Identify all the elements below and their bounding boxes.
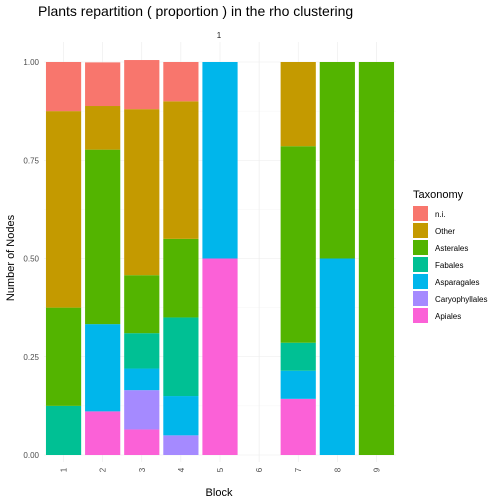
bar-segment	[163, 101, 199, 239]
legend-swatch	[413, 206, 428, 221]
bar-segment	[85, 62, 121, 107]
bar-segment	[358, 62, 395, 455]
bar-segment	[163, 317, 199, 397]
legend-swatch	[413, 308, 428, 323]
bar-segment	[45, 405, 82, 455]
x-tick-label: 3	[138, 467, 147, 472]
legend-label: Caryophyllales	[435, 295, 487, 304]
y-axis-ticks: 0.00 0.25 0.50 0.75 1.00	[23, 58, 39, 460]
legend-label: Apiales	[435, 312, 461, 321]
bar-segment	[163, 396, 199, 436]
x-tick-label: 8	[333, 467, 342, 472]
y-tick-label: 0.25	[23, 353, 39, 362]
legend-label: Asterales	[435, 244, 468, 253]
chart-title: Plants repartition ( proportion ) in the…	[38, 3, 353, 19]
bar-segment	[280, 146, 316, 343]
legend-label: Asparagales	[435, 278, 479, 287]
x-axis-title: Block	[206, 487, 233, 499]
bar-segment	[85, 149, 121, 325]
bar-segment	[124, 368, 160, 391]
bar-segment	[319, 62, 355, 259]
legend-swatch	[413, 274, 428, 289]
y-tick-label: 0.50	[23, 255, 39, 264]
legend-swatch	[413, 291, 428, 306]
legend-label: n.i.	[435, 210, 446, 219]
bar-segment	[124, 275, 160, 334]
bar-segment	[163, 238, 199, 318]
bar-segment	[280, 398, 316, 455]
bar-segment	[124, 60, 160, 110]
legend: Taxonomy n.i. Other Asterales Fabales Aspara…	[413, 189, 487, 323]
legend-label: Other	[435, 227, 455, 236]
bar-segment	[45, 307, 82, 406]
bar-segment	[124, 333, 160, 369]
legend-label: Fabales	[435, 261, 463, 270]
bar-segment	[124, 390, 160, 430]
bar-segment	[280, 342, 316, 371]
legend-swatch	[413, 223, 428, 238]
y-tick-label: 1.00	[23, 58, 39, 67]
legend-title: Taxonomy	[413, 189, 464, 201]
legend-swatch	[413, 257, 428, 272]
bar-segment	[124, 109, 160, 276]
bars	[45, 60, 395, 455]
x-tick-label: 7	[294, 467, 303, 472]
bar-segment	[163, 62, 199, 102]
x-tick-label: 5	[216, 467, 225, 472]
legend-swatch	[413, 240, 428, 255]
bar-segment	[319, 258, 355, 455]
bar-segment	[85, 324, 121, 412]
bar-segment	[280, 62, 316, 147]
bar-segment	[124, 429, 160, 455]
x-tick-label: 2	[99, 467, 108, 472]
bar-segment	[45, 62, 82, 112]
y-axis-title: Number of Nodes	[5, 214, 17, 301]
bar-segment	[163, 435, 199, 455]
bar-segment	[202, 258, 238, 455]
bar-segment	[202, 62, 238, 259]
bar-segment	[280, 370, 316, 399]
x-tick-label: 1	[60, 467, 69, 472]
x-tick-label: 4	[177, 467, 186, 472]
bar-segment	[85, 106, 121, 150]
x-tick-label: 6	[255, 467, 264, 472]
y-tick-label: 0.75	[23, 156, 39, 165]
facet-label: 1	[217, 31, 222, 40]
y-tick-label: 0.00	[23, 451, 39, 460]
bar-segment	[85, 411, 121, 455]
bar-segment	[45, 111, 82, 308]
x-tick-label: 9	[372, 467, 381, 472]
x-axis-ticks: 1 2 3 4 5 6 7 8 9	[60, 467, 382, 472]
